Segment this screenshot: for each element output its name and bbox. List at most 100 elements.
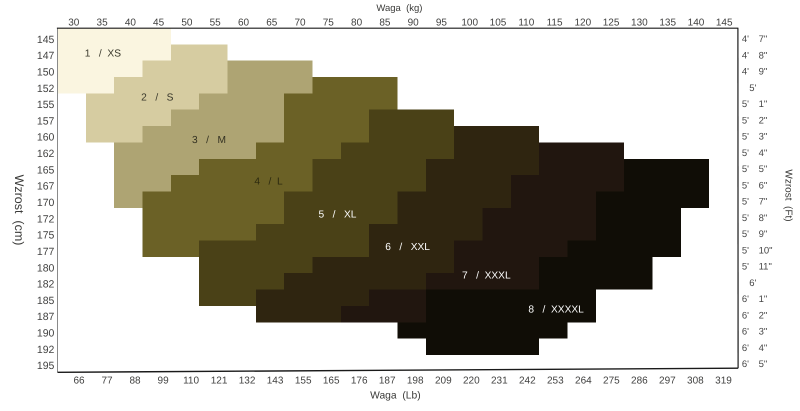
svg-text:Waga (kg): Waga (kg) <box>376 3 422 14</box>
svg-text:175: 175 <box>37 230 55 242</box>
svg-text:5': 5' <box>742 116 749 127</box>
svg-text:185: 185 <box>37 295 55 307</box>
svg-text:45: 45 <box>153 17 165 28</box>
svg-text:145: 145 <box>716 17 733 28</box>
svg-text:187: 187 <box>379 375 396 386</box>
svg-text:Waga (Lb): Waga (Lb) <box>370 391 421 402</box>
svg-text:6': 6' <box>749 278 756 289</box>
svg-text:50: 50 <box>181 17 193 28</box>
svg-text:4": 4" <box>759 343 768 354</box>
svg-text:145: 145 <box>37 34 55 46</box>
svg-text:125: 125 <box>603 17 620 28</box>
svg-text:2": 2" <box>759 116 768 127</box>
svg-text:297: 297 <box>659 375 676 386</box>
svg-text:4': 4' <box>742 34 749 45</box>
svg-text:9": 9" <box>759 67 768 78</box>
svg-text:70: 70 <box>294 17 306 28</box>
svg-text:5": 5" <box>759 164 768 175</box>
svg-text:5': 5' <box>749 83 756 94</box>
svg-text:7": 7" <box>759 197 768 208</box>
svg-text:110: 110 <box>183 375 199 386</box>
svg-text:132: 132 <box>239 375 256 386</box>
svg-text:286: 286 <box>631 375 648 386</box>
svg-text:6': 6' <box>742 359 749 370</box>
svg-text:242: 242 <box>519 375 536 386</box>
svg-text:319: 319 <box>715 375 732 386</box>
svg-text:220: 220 <box>463 375 480 386</box>
svg-text:60: 60 <box>238 17 250 28</box>
svg-text:160: 160 <box>37 132 55 144</box>
svg-text:3": 3" <box>759 132 768 143</box>
svg-text:5': 5' <box>742 99 749 110</box>
svg-text:198: 198 <box>407 375 424 386</box>
svg-text:6': 6' <box>742 294 749 305</box>
svg-text:10": 10" <box>759 245 773 256</box>
svg-text:155: 155 <box>295 375 312 386</box>
svg-text:65: 65 <box>266 17 278 28</box>
svg-text:99: 99 <box>158 375 170 386</box>
svg-text:1": 1" <box>759 99 768 110</box>
svg-text:88: 88 <box>129 375 141 386</box>
svg-text:80: 80 <box>351 17 363 28</box>
svg-text:6 / XXL: 6 / XXL <box>385 242 430 253</box>
svg-text:275: 275 <box>603 375 620 386</box>
svg-text:30: 30 <box>68 17 80 28</box>
svg-text:165: 165 <box>37 164 55 176</box>
svg-text:187: 187 <box>37 311 55 323</box>
svg-text:177: 177 <box>37 246 55 258</box>
svg-text:152: 152 <box>37 83 55 95</box>
svg-text:165: 165 <box>323 375 340 386</box>
svg-text:130: 130 <box>631 17 648 28</box>
svg-text:4': 4' <box>742 67 749 78</box>
svg-text:Wzrost (cm): Wzrost (cm) <box>12 175 26 246</box>
svg-text:11": 11" <box>759 262 772 273</box>
svg-text:5': 5' <box>742 148 749 159</box>
svg-text:5": 5" <box>759 359 768 370</box>
svg-text:6': 6' <box>742 343 749 354</box>
svg-text:1 / XS: 1 / XS <box>85 49 121 60</box>
svg-text:190: 190 <box>37 328 55 340</box>
svg-text:135: 135 <box>659 17 676 28</box>
svg-text:4': 4' <box>742 51 749 62</box>
svg-text:176: 176 <box>351 375 368 386</box>
svg-text:120: 120 <box>574 17 591 28</box>
svg-text:1": 1" <box>759 294 768 305</box>
svg-text:55: 55 <box>210 17 222 28</box>
svg-text:5': 5' <box>742 164 749 175</box>
svg-text:5': 5' <box>742 245 749 256</box>
svg-text:66: 66 <box>73 375 85 386</box>
svg-text:5 / XL: 5 / XL <box>319 210 357 221</box>
svg-text:157: 157 <box>37 115 55 127</box>
svg-text:6": 6" <box>759 180 768 191</box>
svg-text:7": 7" <box>759 34 768 45</box>
svg-text:6': 6' <box>742 310 749 321</box>
svg-text:8": 8" <box>759 51 768 62</box>
svg-text:209: 209 <box>435 375 452 386</box>
svg-text:8 / XXXXL: 8 / XXXXL <box>528 304 584 315</box>
svg-text:172: 172 <box>37 213 55 225</box>
svg-text:170: 170 <box>37 197 55 209</box>
svg-text:115: 115 <box>547 17 563 28</box>
svg-text:5': 5' <box>742 229 749 240</box>
svg-text:182: 182 <box>37 279 55 291</box>
svg-text:3 / M: 3 / M <box>192 135 226 146</box>
svg-text:75: 75 <box>323 17 335 28</box>
svg-text:162: 162 <box>37 148 55 160</box>
svg-text:4": 4" <box>759 148 768 159</box>
svg-text:167: 167 <box>37 181 55 193</box>
svg-text:2 / S: 2 / S <box>141 92 173 103</box>
svg-text:147: 147 <box>37 50 55 62</box>
svg-text:195: 195 <box>37 360 55 372</box>
svg-text:140: 140 <box>688 17 705 28</box>
svg-text:150: 150 <box>37 66 55 78</box>
svg-text:40: 40 <box>125 17 137 28</box>
svg-text:3": 3" <box>759 327 768 338</box>
svg-text:2": 2" <box>759 310 768 321</box>
svg-text:308: 308 <box>687 375 704 386</box>
svg-text:9": 9" <box>759 229 768 240</box>
svg-text:105: 105 <box>490 17 507 28</box>
svg-text:95: 95 <box>436 17 448 28</box>
svg-text:4 / L: 4 / L <box>254 177 283 188</box>
svg-text:5': 5' <box>742 132 749 143</box>
svg-text:8": 8" <box>759 213 768 224</box>
